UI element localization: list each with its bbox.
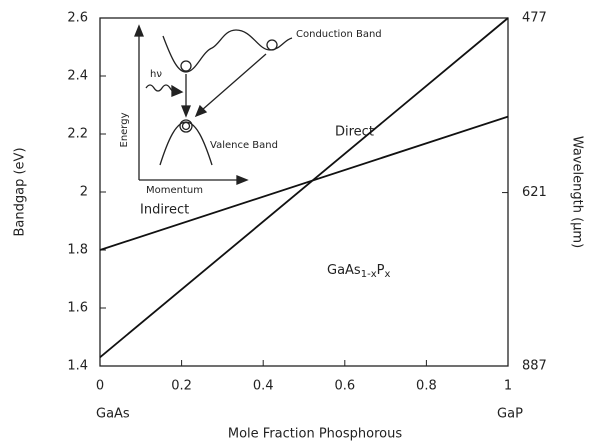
conduction-band: [162, 29, 293, 73]
series-line: [99, 17, 509, 358]
region-label: Direct: [335, 125, 374, 140]
inset-diagram: [134, 24, 293, 185]
x-tick-label: 0.6: [334, 379, 355, 394]
inset-label: Momentum: [146, 185, 203, 196]
y-tick-label: 2: [80, 185, 88, 200]
compound-label: GaAs1-xPx: [327, 263, 390, 281]
electron: [180, 60, 192, 72]
x-tick-label: 0: [96, 379, 104, 394]
compound-part: P: [377, 263, 385, 278]
hole: [179, 119, 193, 133]
arrow-head: [171, 84, 184, 97]
inset-label: hν: [150, 69, 162, 80]
inset-label: Conduction Band: [296, 29, 382, 40]
x-tick-label: 0.2: [171, 379, 192, 394]
y-tick-label: 2.4: [67, 69, 88, 84]
y-tick-label: 1.6: [67, 301, 88, 316]
y-tick-label: 2.2: [67, 127, 88, 142]
arrow-head: [181, 105, 191, 118]
y-axis-label: Bandgap (eV): [13, 147, 28, 236]
compound-sub: 1-x: [361, 269, 377, 280]
arrow-head: [236, 175, 249, 185]
y2-axis-label: Wavelength (μm): [570, 136, 585, 248]
compound-part: GaAs: [327, 263, 361, 278]
inset-label: Energy: [119, 112, 130, 147]
compound-sub: x: [384, 269, 390, 280]
inset-label: Valence Band: [210, 140, 278, 151]
electron: [266, 39, 278, 51]
y2-tick-label: 621: [522, 185, 547, 200]
valence-band: [159, 121, 213, 166]
region-label: Indirect: [140, 203, 189, 218]
x-end-label: GaAs: [96, 407, 130, 422]
x-tick-label: 0.8: [416, 379, 437, 394]
hole: [181, 121, 191, 131]
x-tick-label: 0.4: [253, 379, 274, 394]
arrow-head: [134, 24, 144, 37]
y-tick-label: 1.8: [67, 243, 88, 258]
y2-tick-label: 477: [522, 11, 547, 26]
x-end-label: GaP: [497, 407, 523, 422]
y2-tick-label: 887: [522, 359, 547, 374]
y-tick-label: 2.6: [67, 11, 88, 26]
transition: [201, 53, 267, 111]
y-tick-label: 1.4: [67, 359, 88, 374]
arrow-head: [194, 104, 208, 118]
series-line: [99, 115, 509, 251]
x-tick-label: 1: [504, 379, 512, 394]
x-axis-label: Mole Fraction Phosphorous: [228, 427, 402, 442]
